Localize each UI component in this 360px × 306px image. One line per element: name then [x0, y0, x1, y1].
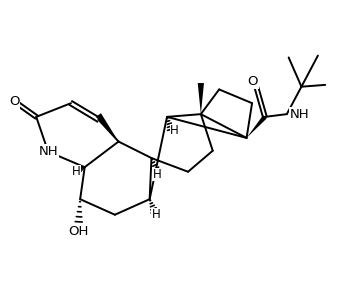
Text: H: H [72, 165, 81, 178]
Text: H: H [170, 124, 179, 137]
Text: O: O [248, 75, 258, 88]
Text: NH: NH [289, 108, 309, 121]
Text: NH: NH [38, 145, 58, 158]
Text: H: H [152, 208, 161, 221]
Text: OH: OH [68, 225, 89, 238]
Text: O: O [9, 95, 19, 108]
Polygon shape [198, 83, 204, 114]
Text: H: H [153, 168, 161, 181]
Polygon shape [96, 113, 118, 142]
Polygon shape [247, 115, 267, 138]
